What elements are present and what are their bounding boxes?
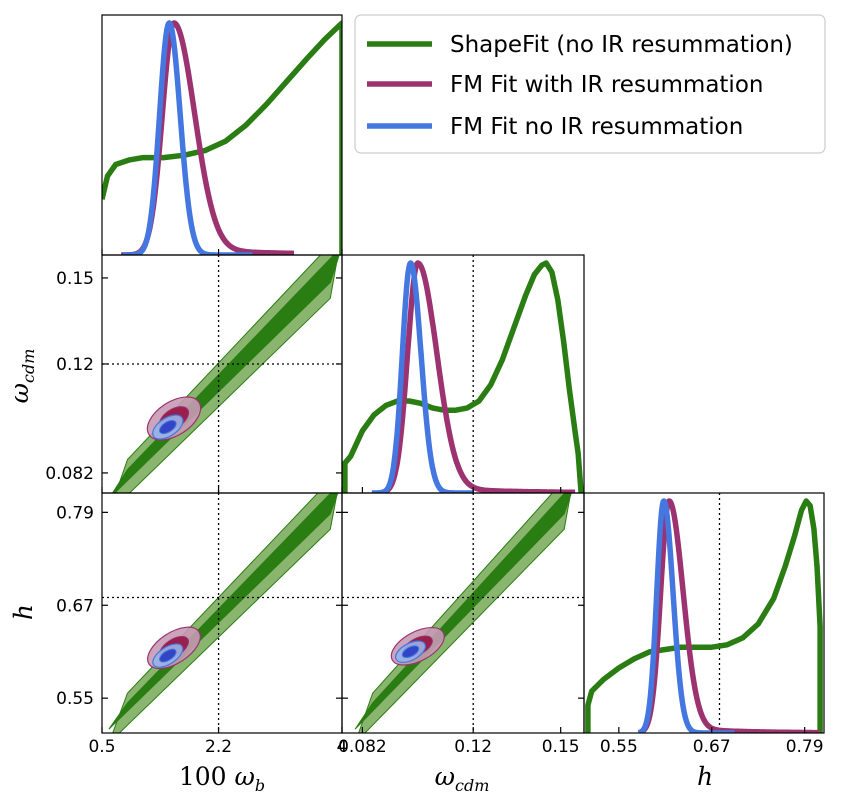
panel-frame	[341, 254, 585, 494]
panel-2d-wb-h	[102, 493, 342, 733]
contour-68-shapefit	[354, 493, 572, 730]
x-tick-label-wb: 4	[337, 737, 348, 757]
y-tick-label-wc: 0.12	[56, 355, 94, 375]
panel-frame	[101, 14, 343, 256]
legend: ShapeFit (no IR resummation) FM Fit with…	[354, 14, 826, 154]
x-tick-label-h: 0.79	[786, 737, 824, 757]
panels	[101, 14, 825, 734]
x-axis-label-wb: 100 ωb	[179, 762, 265, 795]
panel-marginal-wc	[342, 255, 584, 493]
legend-label-fm-no-ir: FM Fit no IR resummation	[450, 114, 743, 140]
panel-frame	[583, 492, 825, 734]
x-tick-label-wb: 0.5	[88, 737, 115, 757]
panel-2d-wb-wc	[102, 255, 342, 493]
panel-marginal-wb	[102, 20, 342, 255]
panel-2d-wc-h	[342, 493, 584, 733]
y-tick-label-wc: 0.082	[45, 464, 94, 484]
marginal-curve-wb-series-1	[119, 20, 296, 255]
contour-68-series-2	[159, 648, 177, 663]
x-tick-label-wc: 0.12	[454, 737, 492, 757]
x-tick-label-wb: 2.2	[205, 737, 232, 757]
contour-68-shapefit	[108, 493, 339, 730]
y-tick-label-h: 0.67	[56, 596, 94, 616]
y-axis-label-wcdm: ωcdm	[5, 349, 38, 404]
x-axis-label-h: h	[697, 762, 713, 791]
axis-labels: 0.5 2.2 40.082 0.12 0.15 0.55 0.67 0.790.0820.1…	[5, 269, 824, 795]
panel-frame	[341, 492, 585, 734]
marginal-curve-wb-series-2	[120, 20, 255, 255]
x-tick-label-h: 0.67	[693, 737, 731, 757]
marginal-curve-wc-series-2	[369, 260, 475, 493]
contour-68-series-2	[401, 645, 420, 659]
x-tick-label-h: 0.55	[600, 737, 638, 757]
marginal-curve-wc-series-0	[342, 260, 584, 493]
legend-label-shapefit: ShapeFit (no IR resummation)	[450, 32, 793, 58]
marginal-curve-wb-series-0	[102, 20, 342, 255]
x-axis-label-wcdm: ωcdm	[435, 762, 490, 795]
legend-label-fm-with-ir: FM Fit with IR resummation	[450, 72, 763, 98]
y-tick-label-wc: 0.15	[56, 269, 94, 289]
x-tick-label-wc: 0.082	[338, 737, 387, 757]
marginal-curve-h-series-2	[636, 498, 737, 733]
contour-68-shapefit	[111, 255, 340, 493]
marginal-curve-h-series-0	[585, 498, 823, 733]
legend-box	[354, 14, 826, 154]
y-tick-label-h: 0.55	[56, 689, 94, 709]
y-tick-label-h: 0.79	[56, 503, 94, 523]
x-tick-label-wc: 0.15	[542, 737, 580, 757]
y-axis-label-h: h	[9, 604, 38, 620]
contour-68-series-2	[159, 419, 177, 435]
panel-marginal-h	[585, 493, 823, 733]
marginal-curve-wc-series-1	[377, 260, 578, 493]
